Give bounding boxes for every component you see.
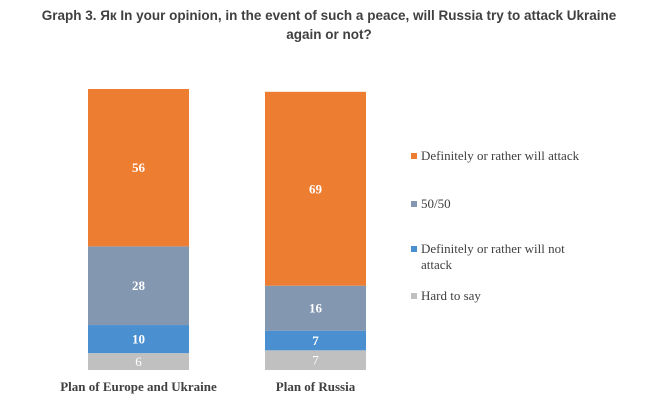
bar-segment: [88, 246, 189, 326]
data-label: 28: [132, 278, 146, 293]
data-label: 7: [312, 353, 319, 368]
legend-swatch: [411, 293, 417, 299]
data-label: 7: [312, 333, 319, 348]
legend-swatch: [411, 201, 417, 207]
legend-swatch: [411, 246, 417, 252]
bar-segment: [88, 353, 189, 370]
data-label: 69: [309, 181, 323, 196]
bar-segment: [265, 91, 366, 286]
data-label: 16: [309, 301, 323, 316]
bar-segment: [265, 285, 366, 331]
chart-title-line-1: Graph 3. Як In your opinion, in the even…: [41, 8, 617, 23]
bar-segment: [88, 325, 189, 354]
bar-segment: [265, 350, 366, 370]
chart-title: Graph 3. Як In your opinion, in the even…: [0, 6, 658, 44]
legend-label: attack: [421, 257, 453, 272]
legend-label: 50/50: [421, 196, 451, 211]
legend-swatch: [411, 153, 417, 159]
data-label: 6: [135, 354, 142, 369]
legend-label: Definitely or rather will not: [421, 241, 565, 256]
legend-label: Definitely or rather will attack: [421, 148, 580, 163]
bar-segment: [265, 330, 366, 351]
category-label: Plan of Russia: [276, 379, 356, 394]
data-label: 56: [132, 160, 146, 175]
data-label: 10: [132, 332, 145, 347]
category-label: Plan of Europe and Ukraine: [60, 379, 217, 394]
bar-segment: [88, 89, 189, 247]
legend-label: Hard to say: [421, 288, 481, 303]
chart-title-line-2: again or not?: [286, 27, 372, 42]
